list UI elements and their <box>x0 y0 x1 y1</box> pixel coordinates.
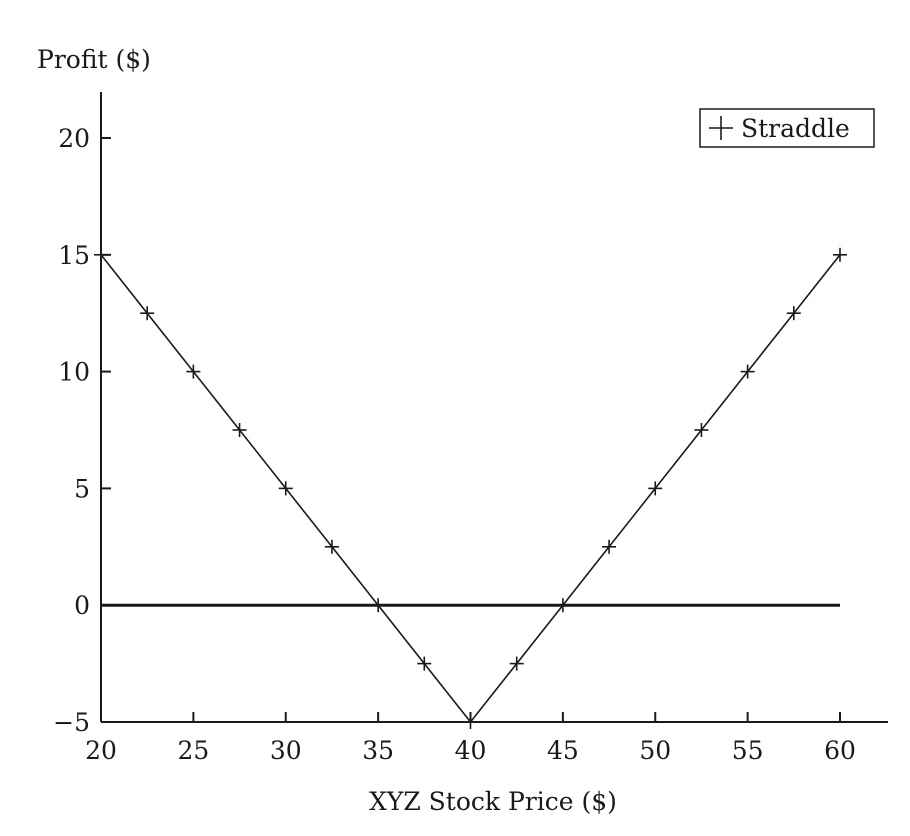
legend-marker <box>709 116 733 140</box>
data-point <box>509 656 524 671</box>
x-tick-label: 45 <box>547 736 579 765</box>
data-point <box>602 539 617 554</box>
y-tick-label: 5 <box>74 474 90 503</box>
ticks: 20 25 30 35 40 45 50 55 60 −5 0 5 10 15 20 <box>53 124 856 765</box>
data-point <box>278 481 293 496</box>
y-tick-label: 10 <box>58 358 90 387</box>
axes <box>100 92 888 723</box>
data-point <box>648 481 663 496</box>
series-line <box>100 254 841 724</box>
x-tick-label: 20 <box>85 736 117 765</box>
data-point <box>833 247 847 262</box>
series-group <box>94 247 847 729</box>
x-tick-label: 35 <box>362 736 394 765</box>
data-point <box>94 247 108 262</box>
y-tick-label: 15 <box>58 241 90 270</box>
data-point <box>694 423 709 437</box>
y-tick-label: −5 <box>53 708 90 737</box>
x-tick-label: 60 <box>824 736 856 765</box>
data-point <box>417 656 432 671</box>
x-tick-label: 55 <box>732 736 764 765</box>
x-tick-label: 40 <box>455 736 487 765</box>
legend-label: Straddle <box>741 114 850 143</box>
data-point <box>555 598 570 613</box>
data-point <box>463 715 478 729</box>
data-point <box>371 598 386 613</box>
x-axis-title: XYZ Stock Price ($) <box>369 787 617 816</box>
data-point <box>324 539 339 554</box>
legend: Straddle <box>699 108 875 148</box>
y-tick-label: 0 <box>74 591 90 620</box>
data-point <box>786 306 801 321</box>
y-axis-title: Profit ($) <box>37 45 151 74</box>
x-tick-label: 50 <box>639 736 671 765</box>
data-point <box>232 423 247 437</box>
data-point <box>740 364 755 379</box>
x-tick-label: 25 <box>177 736 209 765</box>
data-point <box>186 364 201 379</box>
data-point <box>140 306 155 321</box>
y-tick-label: 20 <box>58 124 90 153</box>
x-tick-label: 30 <box>270 736 302 765</box>
